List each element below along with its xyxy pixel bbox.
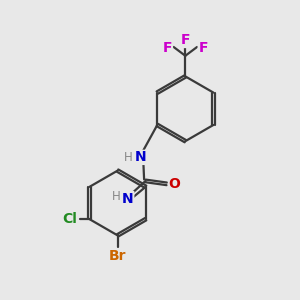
Text: N: N xyxy=(122,192,134,206)
Text: Br: Br xyxy=(109,249,126,263)
Text: F: F xyxy=(181,34,190,47)
Text: O: O xyxy=(169,177,180,191)
Text: F: F xyxy=(163,41,172,56)
Text: F: F xyxy=(198,41,208,56)
Text: Cl: Cl xyxy=(63,212,78,226)
Text: H: H xyxy=(124,151,133,164)
Text: N: N xyxy=(134,150,146,164)
Text: H: H xyxy=(112,190,121,203)
